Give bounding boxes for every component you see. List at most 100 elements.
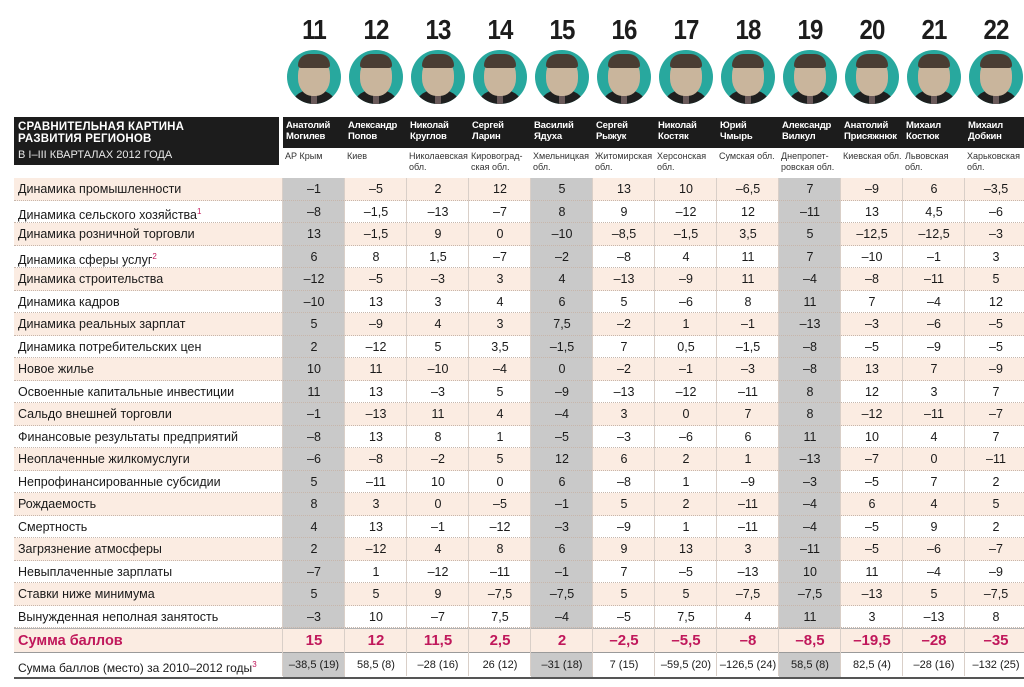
score-cell: 4 xyxy=(496,407,504,421)
score-cell: 5 xyxy=(283,470,345,493)
region-name: Днепропет-ровская обл. xyxy=(781,151,841,173)
score-cell: –5 xyxy=(865,519,879,534)
score-cell: –9 xyxy=(989,362,1003,376)
row-divider xyxy=(14,447,1024,448)
score-cell: 7,5 xyxy=(677,609,695,624)
score-cell: 2 xyxy=(283,335,345,358)
table-row: Неоплаченные жилкомуслуги –6 –8 –2 5 12 6 2 1 –13… xyxy=(14,448,1024,471)
score-cell: 8 xyxy=(779,403,841,426)
sum-cell: –5,5 xyxy=(671,632,701,649)
score-cell: 5 xyxy=(620,497,628,511)
score-cell: 12 xyxy=(493,182,507,196)
score-cell: –5 xyxy=(369,272,383,286)
score-cell: 10 xyxy=(865,429,879,444)
score-cell: 0 xyxy=(434,497,442,511)
score-cell: –9 xyxy=(531,380,593,403)
score-cell: 5 xyxy=(992,272,1000,286)
region-name: Харьковская обл. xyxy=(967,151,1024,173)
score-cell: –13 xyxy=(365,407,387,421)
governor-portrait xyxy=(845,50,899,104)
score-cell: 1 xyxy=(496,429,504,444)
governor-name-line: Присяжнюк xyxy=(844,131,897,142)
score-cell: 3 xyxy=(434,294,442,309)
place-row-label: Сумма баллов (место) за 2010–2012 годы3 xyxy=(18,660,257,675)
governor-name-line: Добкин xyxy=(968,131,1002,142)
score-cell: 2 xyxy=(434,182,442,196)
footnote-marker: 1 xyxy=(197,206,202,216)
row-divider xyxy=(14,582,1024,583)
sum-cell: –8,5 xyxy=(795,632,825,649)
governor-name: Михаил Добкин xyxy=(965,117,1024,148)
score-cell: –12 xyxy=(489,519,511,534)
score-cell: –12 xyxy=(675,204,697,219)
place-row: Сумма баллов (место) за 2010–2012 годы3 … xyxy=(14,652,1024,679)
score-cell: 7,5 xyxy=(491,609,509,624)
score-cell: –7 xyxy=(283,560,345,583)
table-row: Загрязнение атмосферы 2 –12 4 8 6 9 13 3 –11 –5 –6 –… xyxy=(14,538,1024,561)
score-cell: –1 xyxy=(531,493,593,516)
governor-portrait xyxy=(535,50,589,104)
score-cell: –3 xyxy=(989,227,1003,241)
score-cell: 11 xyxy=(865,564,879,579)
score-cell: 6 xyxy=(868,497,876,511)
score-cell: –13 xyxy=(779,313,841,336)
table-row: Динамика строительства –12 –5 –3 3 4 –13 –9 11 –4… xyxy=(14,268,1024,291)
score-cell: –3 xyxy=(431,384,445,399)
score-cell: –6 xyxy=(927,542,941,556)
score-cell: 1 xyxy=(372,564,380,579)
score-cell: –8 xyxy=(617,249,631,264)
score-cell: –11 xyxy=(366,474,386,489)
portrait-hair xyxy=(546,54,578,68)
portrait-tie xyxy=(683,90,689,104)
table-row: Освоенные капитальные инвестиции 11 13 –3 5 –… xyxy=(14,380,1024,403)
score-cell: –1,5 xyxy=(363,204,389,219)
score-cell: 4 xyxy=(531,268,593,291)
score-cell: –13 xyxy=(861,587,883,601)
portrait-hair xyxy=(608,54,640,68)
rank-number: 19 xyxy=(797,14,823,45)
portrait-tie xyxy=(559,90,565,104)
sum-cell: –8 xyxy=(739,632,757,649)
governor-name-line: Сергей xyxy=(596,120,628,131)
score-cell: 5 xyxy=(620,294,628,309)
region-name-line: Кировоград- xyxy=(471,151,523,161)
column-divider xyxy=(654,178,655,676)
score-cell: –5 xyxy=(617,609,631,624)
score-cell: 7 xyxy=(930,474,938,489)
score-cell: 11 xyxy=(779,425,841,448)
score-cell: 13 xyxy=(369,294,383,309)
governor-portrait xyxy=(287,50,341,104)
region-name: Львовская обл. xyxy=(905,151,965,173)
score-cell: 6 xyxy=(930,182,938,196)
governor-name-line: Вилкул xyxy=(782,131,816,142)
score-cell: 7 xyxy=(779,245,841,268)
table-row: Смертность 4 13 –1 –12 –3 –9 1 –11 –4 –5 9 2 xyxy=(14,515,1024,538)
indicator-label-text: Динамика розничной торговли xyxy=(18,227,195,241)
table-title: СРАВНИТЕЛЬНАЯ КАРТИНА РАЗВИТИЯ РЕГИОНОВ xyxy=(14,117,279,148)
score-cell: –4 xyxy=(927,564,941,579)
place-cell: –31 (18) xyxy=(531,653,593,677)
score-cell: 7 xyxy=(620,339,628,354)
column-divider xyxy=(840,178,841,676)
indicator-label: Непрофинансированные субсидии xyxy=(18,471,221,494)
column-divider xyxy=(902,178,903,676)
governor-name-line: Александр xyxy=(782,120,832,131)
score-cell: –9 xyxy=(617,519,631,534)
score-cell: 5 xyxy=(283,583,345,606)
score-cell: –13 xyxy=(613,384,635,399)
score-cell: –2 xyxy=(617,362,631,376)
score-cell: 1 xyxy=(744,452,752,466)
score-cell: –10 xyxy=(531,223,593,246)
portrait-tie xyxy=(745,90,751,104)
region-name-line: Сумская обл. xyxy=(719,151,775,161)
rank-number: 16 xyxy=(611,14,637,45)
indicator-label: Сальдо внешней торговли xyxy=(18,403,172,426)
score-cell: –5 xyxy=(493,497,507,511)
table-row: Вынужденная неполная занятость –3 10 –7 7,5 –… xyxy=(14,605,1024,628)
governor-portrait xyxy=(411,50,465,104)
score-cell: –7 xyxy=(989,407,1003,421)
score-cell: –8 xyxy=(369,452,383,466)
portrait-hair xyxy=(794,54,826,68)
indicator-label: Динамика потребительских цен xyxy=(18,336,201,359)
